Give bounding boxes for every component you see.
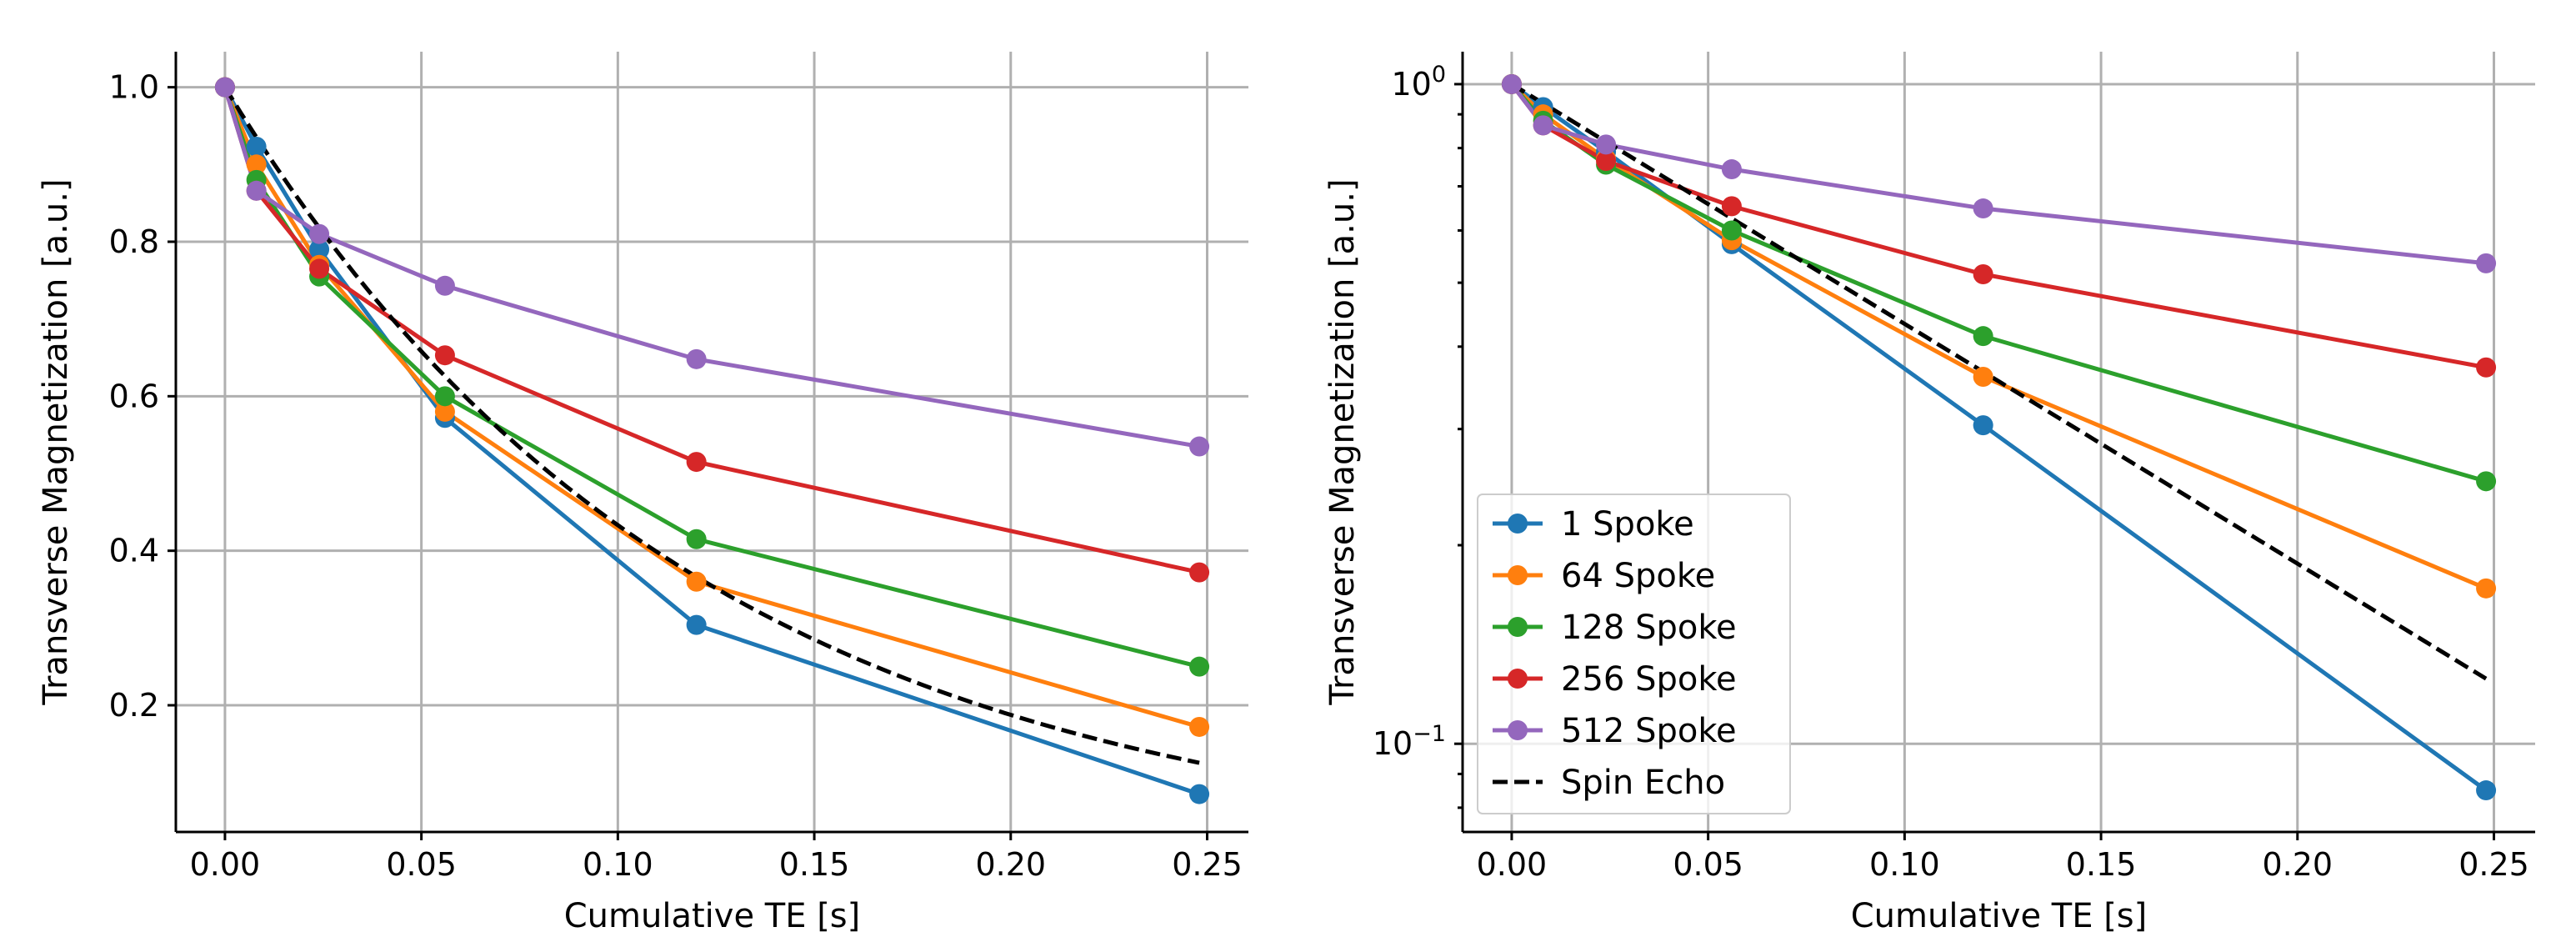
series-line-256-spoke [223, 86, 1200, 575]
data-point-1-spoke [1973, 415, 1993, 436]
legend-label-1-spoke: 1 Spoke [1561, 505, 1694, 544]
legend-marker-512-spoke [1508, 720, 1528, 740]
legend-label-256-spoke: 256 Spoke [1561, 660, 1737, 699]
legend-label-128-spoke: 128 Spoke [1561, 609, 1737, 647]
y-tick-label: 100 [1391, 62, 1446, 103]
data-point-128-spoke [1973, 326, 1993, 347]
data-point-128-spoke [1189, 656, 1210, 677]
data-point-512-spoke [1501, 73, 1522, 94]
x-tick-label: 0.00 [190, 846, 261, 883]
x-tick-label: 0.25 [2458, 846, 2529, 883]
y-tick-label: 1.0 [109, 69, 159, 106]
spin-echo-reference-line [1510, 82, 2488, 681]
spin-echo-reference-line [223, 86, 1200, 765]
x-tick-label: 0.05 [1673, 846, 1743, 883]
series-line-128-spoke [1510, 83, 2487, 484]
x-axis-label: Cumulative TE [s] [564, 897, 861, 932]
legend-marker-128-spoke [1508, 617, 1528, 637]
x-tick-label: 0.00 [1477, 846, 1548, 883]
data-point-1-spoke [1189, 784, 1210, 804]
legend-label-64-spoke: 64 Spoke [1561, 557, 1715, 595]
x-tick-label: 0.10 [1869, 846, 1940, 883]
data-point-512-spoke [434, 275, 455, 296]
data-point-64-spoke [686, 571, 707, 592]
data-point-128-spoke [1721, 220, 1742, 241]
x-tick-label: 0.15 [2066, 846, 2137, 883]
data-point-1-spoke [686, 614, 707, 635]
series-line-1-spoke [223, 86, 1200, 796]
legend-label-512-spoke: 512 Spoke [1561, 712, 1737, 750]
series-group [214, 77, 1210, 804]
data-point-64-spoke [1189, 716, 1210, 737]
data-point-512-spoke [214, 77, 235, 98]
y-tick-label: 0.6 [109, 378, 159, 414]
data-point-512-spoke [246, 180, 267, 201]
legend-marker-256-spoke [1508, 669, 1528, 689]
data-point-64-spoke [1973, 367, 1993, 388]
data-point-256-spoke [434, 345, 455, 366]
data-point-512-spoke [686, 348, 707, 369]
y-axis-label: Transverse Magnetization [a.u.] [1323, 178, 1362, 705]
grid [176, 52, 1248, 832]
data-point-64-spoke [2476, 578, 2497, 599]
series-line-128-spoke [223, 86, 1200, 669]
data-point-512-spoke [1973, 198, 1993, 219]
legend-marker-64-spoke [1508, 565, 1528, 585]
legend-box [1477, 494, 1791, 814]
y-tick-label: 0.8 [109, 223, 159, 260]
y-axis-label: Transverse Magnetization [a.u.] [37, 178, 75, 705]
legend-marker-1-spoke [1508, 514, 1528, 534]
x-tick-label: 0.05 [386, 846, 457, 883]
legend-label-spin-echo: Spin Echo [1561, 764, 1725, 802]
data-point-64-spoke [434, 401, 455, 422]
chart-panel-2: 0.00 0.05 0.10 0.15 0.20 0.25 10−1 100 Cumulativ… [1323, 52, 2535, 932]
data-point-256-spoke [1189, 562, 1210, 583]
data-point-256-spoke [309, 258, 330, 279]
series-line-512-spoke [1509, 83, 2487, 266]
x-axis-label: Cumulative TE [s] [1851, 897, 2148, 932]
data-point-256-spoke [1721, 196, 1742, 217]
data-point-512-spoke [1189, 436, 1210, 457]
data-point-512-spoke [309, 223, 330, 244]
series-line-512-spoke [223, 86, 1200, 449]
data-point-64-spoke [246, 154, 267, 175]
data-point-256-spoke [1596, 150, 1617, 171]
data-point-1-spoke [246, 136, 267, 157]
data-point-128-spoke [2476, 471, 2497, 492]
x-tick-label: 0.10 [583, 846, 653, 883]
data-point-256-spoke [686, 452, 707, 473]
chart-panel-1: 0.00 0.05 0.10 0.15 0.20 0.25 0.2 0.4 0.6 0.8 1.0 C… [37, 52, 1248, 932]
data-point-128-spoke [686, 529, 707, 549]
y-tick-label: 0.2 [109, 687, 159, 724]
series-line-256-spoke [1509, 83, 2487, 370]
data-point-512-spoke [1596, 134, 1617, 155]
x-tick-label: 0.20 [2262, 846, 2333, 883]
y-tick-label: 10−1 [1373, 721, 1446, 762]
y-tick-label: 0.4 [109, 533, 159, 569]
legend: 1 Spoke 64 Spoke 128 Spoke 256 Spoke 512 Spo… [1477, 494, 1791, 814]
series-group [1501, 73, 2497, 801]
data-point-512-spoke [2476, 253, 2497, 273]
data-point-512-spoke [1721, 159, 1742, 180]
data-point-1-spoke [309, 239, 330, 260]
x-tick-label: 0.20 [975, 846, 1046, 883]
data-point-1-spoke [2476, 780, 2497, 801]
x-tick-label: 0.15 [779, 846, 850, 883]
data-point-128-spoke [434, 386, 455, 407]
data-point-512-spoke [1533, 115, 1553, 136]
x-tick-label: 0.25 [1172, 846, 1243, 883]
data-point-256-spoke [1973, 263, 1993, 284]
data-point-256-spoke [2476, 357, 2497, 378]
